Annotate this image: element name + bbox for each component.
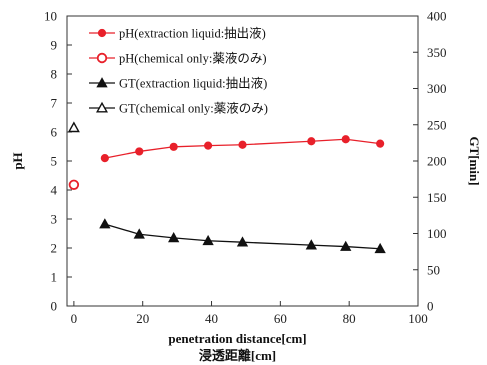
series-2 bbox=[99, 218, 386, 254]
y-left-tick-label: 10 bbox=[44, 9, 57, 24]
data-point bbox=[202, 234, 214, 246]
axes: 0 20 40 60 80 1000123456789100501001502002503… bbox=[44, 9, 447, 327]
legend-item: GT(chemical only:薬液のみ) bbox=[89, 101, 268, 116]
legend: pH(extraction liquid:抽出液) pH(chemical onl… bbox=[89, 26, 268, 116]
data-point bbox=[67, 121, 80, 133]
y-axis-left-title: pH bbox=[10, 152, 25, 169]
y-right-tick-label: 200 bbox=[427, 154, 447, 169]
data-point bbox=[238, 140, 247, 149]
data-point bbox=[68, 179, 80, 190]
legend-label: pH(chemical only:薬液のみ) bbox=[119, 51, 267, 66]
y-left-tick-label: 2 bbox=[51, 241, 58, 256]
legend-marker bbox=[96, 77, 108, 88]
y-left-tick-label: 0 bbox=[51, 299, 58, 314]
series-layer bbox=[67, 121, 386, 254]
y-left-tick-label: 9 bbox=[51, 38, 58, 53]
data-point bbox=[203, 141, 213, 150]
x-tick-label: 20 bbox=[136, 311, 149, 326]
data-point bbox=[376, 139, 385, 148]
legend-item: pH(extraction liquid:抽出液) bbox=[89, 26, 266, 41]
y-right-tick-label: 50 bbox=[427, 262, 440, 277]
y-left-tick-label: 5 bbox=[51, 154, 58, 169]
y-right-tick-label: 250 bbox=[427, 117, 447, 132]
series-line bbox=[104, 138, 381, 159]
x-tick-label: 60 bbox=[274, 311, 287, 326]
legend-label: GT(chemical only:薬液のみ) bbox=[119, 101, 268, 116]
y-left-tick-label: 1 bbox=[51, 270, 58, 285]
data-point bbox=[168, 232, 180, 243]
x-tick-label: 0 bbox=[71, 311, 78, 326]
series-3 bbox=[67, 121, 80, 133]
data-point bbox=[340, 240, 352, 251]
data-point bbox=[341, 135, 350, 144]
legend-label: GT(extraction liquid:抽出液) bbox=[119, 76, 267, 91]
series-0 bbox=[100, 135, 385, 163]
x-axis-title: penetration distance[cm] bbox=[168, 331, 306, 346]
y-left-tick-label: 3 bbox=[51, 212, 58, 227]
y-right-tick-label: 400 bbox=[427, 9, 447, 24]
data-point bbox=[169, 142, 178, 151]
x-axis-title-japanese: 浸透距離[cm] bbox=[199, 348, 276, 363]
y-left-tick-label: 4 bbox=[51, 183, 58, 198]
y-left-tick-label: 7 bbox=[51, 96, 58, 111]
series-1 bbox=[68, 179, 80, 190]
legend-item: GT(extraction liquid:抽出液) bbox=[89, 76, 267, 91]
data-point bbox=[100, 154, 109, 163]
data-point bbox=[135, 147, 144, 156]
data-point bbox=[99, 218, 111, 229]
legend-marker bbox=[97, 28, 107, 38]
data-point bbox=[236, 236, 249, 247]
legend-marker bbox=[96, 101, 108, 113]
legend-label: pH(extraction liquid:抽出液) bbox=[119, 26, 266, 41]
y-axis-right-title: GT[min] bbox=[467, 136, 482, 185]
data-point bbox=[305, 239, 317, 250]
x-tick-label: 80 bbox=[343, 311, 356, 326]
x-tick-label: 100 bbox=[408, 311, 428, 326]
series-line bbox=[104, 223, 381, 250]
x-tick-label: 40 bbox=[205, 311, 218, 326]
y-right-tick-label: 150 bbox=[427, 190, 447, 205]
data-point bbox=[133, 228, 145, 239]
y-right-tick-label: 300 bbox=[427, 81, 447, 96]
legend-item: pH(chemical only:薬液のみ) bbox=[89, 51, 267, 66]
y-right-tick-label: 0 bbox=[427, 299, 434, 314]
y-left-tick-label: 6 bbox=[51, 125, 58, 140]
y-right-tick-label: 100 bbox=[427, 226, 447, 241]
data-point bbox=[374, 242, 386, 254]
y-right-tick-label: 350 bbox=[427, 45, 447, 60]
y-left-tick-label: 8 bbox=[51, 67, 58, 82]
data-point bbox=[307, 137, 316, 146]
legend-marker bbox=[96, 52, 108, 64]
